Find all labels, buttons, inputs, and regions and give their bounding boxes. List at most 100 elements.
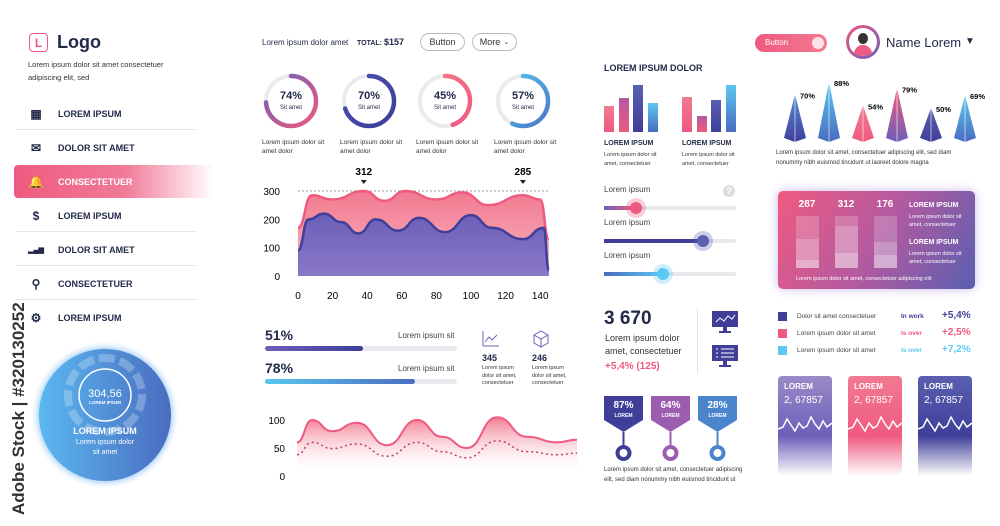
sidebar-item-label: CONSECTETUER bbox=[58, 176, 133, 187]
card-bar bbox=[796, 216, 819, 268]
legend-text: Lorem ipsum dolor sit amet bbox=[797, 330, 876, 337]
slider-label: Lorem ipsum bbox=[604, 218, 651, 227]
y-tick: 100 bbox=[268, 416, 285, 427]
legend-row: Lorem ipsum dolor sit amet Is over +2,5% bbox=[778, 327, 978, 340]
y-tick: 300 bbox=[263, 187, 280, 198]
legend-text: Dolor sit amet consectetuer bbox=[797, 313, 877, 320]
tag-label: LOREM bbox=[614, 413, 633, 419]
sidebar-item-4[interactable]: ▂▄▆ DOLOR SIT AMET bbox=[14, 233, 214, 266]
cube-icon bbox=[533, 330, 549, 348]
gauge-widget bbox=[30, 340, 180, 490]
bar-group-text: Lorem ipsum dolor sit amet, consectetuer bbox=[604, 152, 657, 167]
legend-status: Is over bbox=[901, 330, 922, 337]
tag-value: 64% bbox=[660, 400, 681, 411]
line-chart-icon bbox=[482, 331, 499, 347]
sparkline bbox=[778, 415, 832, 433]
kpi-text: Lorem ipsum dolor amet, consectetuer bbox=[605, 333, 682, 356]
user-menu-caret-icon[interactable]: ▼ bbox=[965, 36, 975, 47]
gauge-value: 304,56 bbox=[88, 388, 122, 400]
sidebar-item-0[interactable]: ▦ LOREM IPSUM bbox=[14, 97, 214, 130]
donut-caption: Lorem ipsum dolor sit amet dolor bbox=[494, 139, 557, 155]
legend-status: In work bbox=[901, 313, 924, 320]
bar bbox=[618, 98, 629, 132]
tag-pin bbox=[604, 396, 643, 461]
donut-value: 57% bbox=[511, 90, 535, 102]
toggle-button[interactable]: Button bbox=[755, 34, 827, 52]
total-value: $157 bbox=[383, 37, 404, 47]
sidebar-item-3[interactable]: $ LOREM IPSUM bbox=[14, 199, 214, 232]
tag-value: 28% bbox=[707, 400, 728, 411]
mini-card-title: LOREM bbox=[854, 382, 883, 391]
pyramid-label: 88% bbox=[834, 80, 849, 88]
legend-swatch bbox=[778, 346, 787, 355]
slider[interactable] bbox=[604, 264, 736, 284]
logo: L Logo bbox=[29, 32, 101, 53]
donut-sub: Sit amet bbox=[433, 105, 456, 111]
more-dropdown[interactable]: More ⌄ bbox=[472, 33, 517, 51]
legend-swatch bbox=[778, 312, 787, 321]
sidebar-item-5[interactable]: ⚲ CONSECTETUER bbox=[14, 267, 214, 300]
donut-arc bbox=[341, 73, 397, 129]
legend-status: Is over bbox=[901, 347, 922, 354]
donut-chart: 74% Sit amet Lorem ipsum dolor sit amet d… bbox=[262, 72, 324, 156]
sidebar-item-label: DOLOR SIT AMET bbox=[58, 142, 135, 153]
total-label: TOTAL: bbox=[357, 40, 383, 47]
tag-value: 87% bbox=[613, 400, 634, 411]
pyramids-text: Lorem ipsum dolor sit amet, consectetuer… bbox=[776, 150, 952, 166]
donut-sub: Sit amet bbox=[279, 105, 302, 111]
donut-caption: Lorem ipsum dolor sit amet dolor bbox=[262, 139, 325, 155]
pyramid-label: 79% bbox=[902, 85, 917, 94]
legend-row: Dolor sit amet consectetuer In work +5,4… bbox=[778, 310, 978, 323]
bar bbox=[725, 85, 736, 132]
progress-bar bbox=[265, 379, 457, 384]
tag-label: LOREM bbox=[708, 413, 727, 419]
sparkline bbox=[848, 415, 902, 433]
toggle-knob bbox=[812, 37, 824, 49]
legend-change: +2,5% bbox=[942, 327, 971, 338]
wave-chart: 100 50 0 bbox=[268, 416, 578, 483]
donut-chart: 57% Sit amet Lorem ipsum dolor sit amet d… bbox=[494, 72, 556, 156]
mini-card[interactable]: LOREM 2, 67857 bbox=[848, 376, 902, 476]
progress-bar bbox=[265, 346, 457, 351]
slider-label: Lorem ipsum bbox=[604, 251, 651, 260]
progress-label: Lorem ipsum sit bbox=[398, 364, 455, 373]
sidebar-item-6[interactable]: ⚙ LOREM IPSUM bbox=[14, 301, 214, 334]
user-name[interactable]: Name Lorem bbox=[886, 35, 962, 50]
slider-label: Lorem ipsum bbox=[604, 185, 651, 194]
help-icon[interactable]: ? bbox=[723, 185, 735, 197]
sparkline bbox=[918, 415, 972, 433]
pyramid-label: 54% bbox=[868, 102, 883, 111]
tag-pin bbox=[651, 396, 690, 461]
bell-icon: 🔔 bbox=[28, 174, 44, 189]
progress-value: 51% bbox=[265, 327, 294, 343]
y-tick: 200 bbox=[263, 215, 280, 226]
donut-caption: Lorem ipsum dolor sit amet dolor bbox=[340, 139, 403, 155]
sidebar-item-1[interactable]: ✉ DOLOR SIT AMET bbox=[14, 131, 214, 164]
donut-value: 74% bbox=[279, 90, 303, 102]
mini-card-value: 2, 67857 bbox=[784, 395, 823, 406]
sidebar-item-label: DOLOR SIT AMET bbox=[58, 244, 135, 255]
mail-icon: ✉ bbox=[30, 140, 42, 155]
y-tick: 0 bbox=[274, 272, 280, 283]
mini-card[interactable]: LOREM 2, 67857 bbox=[918, 376, 972, 476]
avatar[interactable] bbox=[846, 25, 880, 59]
card-bar-value: 287 bbox=[798, 199, 816, 210]
card-bar-value: 312 bbox=[837, 199, 855, 210]
peak-label: 285 bbox=[515, 167, 532, 178]
header-button[interactable]: Button bbox=[420, 33, 465, 51]
dollar-icon: $ bbox=[32, 208, 40, 223]
area-purple bbox=[298, 213, 549, 276]
gauge-value-label: LOREM IPSUM bbox=[89, 400, 121, 405]
kpi-change: +5,4% (125) bbox=[605, 361, 660, 372]
mini-card[interactable]: LOREM 2, 67857 bbox=[778, 376, 832, 476]
bar bbox=[633, 85, 643, 132]
sidebar-item-2[interactable]: 🔔 CONSECTETUER bbox=[14, 165, 214, 198]
donut-arc bbox=[263, 73, 319, 129]
logo-icon: L bbox=[29, 33, 48, 52]
pyramid-label: 70% bbox=[800, 91, 815, 100]
slider[interactable] bbox=[604, 198, 736, 218]
gauge-title: LOREM IPSUM bbox=[73, 426, 137, 436]
mini-card-value: 2, 67857 bbox=[854, 395, 893, 406]
gauge-text: Lorem ipsum dolor sit amet bbox=[76, 439, 134, 456]
slider[interactable] bbox=[604, 231, 736, 251]
